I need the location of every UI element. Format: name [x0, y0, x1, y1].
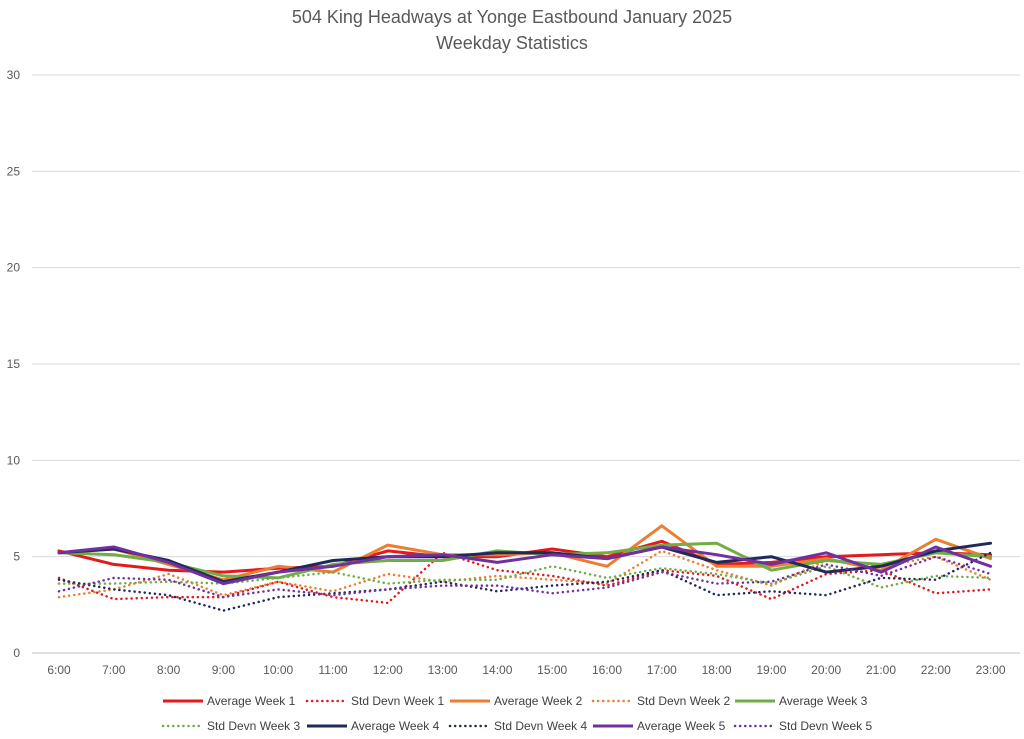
x-tick-label: 18:00: [702, 663, 732, 677]
legend-label: Average Week 4: [351, 719, 440, 733]
y-tick-label: 10: [7, 453, 21, 467]
x-tick-label: 22:00: [921, 663, 951, 677]
legend-label: Std Devn Week 2: [637, 694, 730, 708]
legend-item: Std Devn Week 2: [591, 694, 730, 708]
y-tick-label: 15: [7, 357, 21, 371]
series-line-std-devn-week-5: [57, 555, 992, 599]
legend-item: Std Devn Week 5: [733, 719, 872, 733]
y-tick-label: 30: [7, 68, 21, 82]
x-tick-label: 17:00: [647, 663, 677, 677]
x-tick-label: 16:00: [592, 663, 622, 677]
legend-item: Average Week 3: [735, 694, 868, 708]
y-tick-label: 0: [13, 646, 20, 660]
legend-item: Average Week 4: [307, 719, 440, 733]
x-tick-label: 8:00: [157, 663, 181, 677]
y-tick-label: 20: [7, 261, 21, 275]
series-line-std-devn-week-2: [57, 549, 992, 599]
x-tick-label: 13:00: [428, 663, 458, 677]
x-tick-label: 20:00: [811, 663, 841, 677]
x-tick-label: 7:00: [102, 663, 126, 677]
legend-label: Average Week 5: [637, 719, 726, 733]
legend-label: Average Week 1: [207, 694, 296, 708]
series-line-average-week-5: [57, 545, 993, 586]
y-tick-label: 5: [13, 550, 20, 564]
legend-item: Average Week 2: [450, 694, 583, 708]
chart-subtitle: Weekday Statistics: [436, 33, 588, 53]
x-tick-label: 23:00: [976, 663, 1006, 677]
legend-item: Average Week 5: [593, 719, 726, 733]
legend-item: Average Week 1: [163, 694, 296, 708]
legend-label: Average Week 3: [779, 694, 868, 708]
legend-label: Std Devn Week 5: [779, 719, 872, 733]
series-line-average-week-4: [57, 541, 993, 584]
y-tick-label: 25: [7, 164, 21, 178]
x-tick-label: 9:00: [212, 663, 236, 677]
series-line-std-devn-week-4: [57, 551, 992, 612]
legend: Average Week 1 Std Devn Week 1 Average Wee…: [161, 694, 872, 733]
legend-label: Std Devn Week 4: [494, 719, 587, 733]
x-tick-label: 12:00: [373, 663, 403, 677]
x-tick-label: 11:00: [318, 663, 347, 677]
legend-label: Std Devn Week 3: [207, 719, 300, 733]
x-tick-label: 6:00: [47, 663, 71, 677]
x-tick-label: 19:00: [756, 663, 786, 677]
chart-title: 504 King Headways at Yonge Eastbound Jan…: [291, 7, 733, 27]
axes: 0 5 10 15 20 25 30 6:00 7:00 8:00 9:00 10:00 11:00 12…: [7, 68, 1006, 677]
legend-item: Std Devn Week 4: [448, 719, 587, 733]
x-tick-label: 21:00: [866, 663, 896, 677]
series-line-std-devn-week-1: [57, 551, 992, 605]
legend-label: Std Devn Week 1: [351, 694, 444, 708]
legend-item: Std Devn Week 1: [305, 694, 444, 708]
x-tick-label: 14:00: [482, 663, 512, 677]
x-tick-label: 15:00: [537, 663, 567, 677]
legend-label: Average Week 2: [494, 694, 583, 708]
x-tick-label: 10:00: [263, 663, 293, 677]
series-lines: [57, 524, 993, 612]
legend-item: Std Devn Week 3: [161, 719, 300, 733]
